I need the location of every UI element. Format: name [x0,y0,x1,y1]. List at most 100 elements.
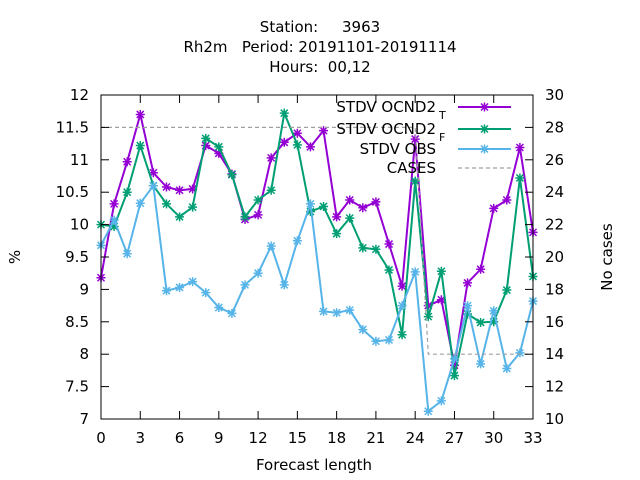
data-point [332,308,342,318]
data-point [214,142,224,152]
data-point [240,280,250,290]
data-point [253,268,263,278]
data-point [201,288,211,298]
data-point [489,203,499,213]
legend-label: STDV OCND2 [336,120,436,138]
x-tick-label: 27 [445,429,464,447]
data-point [214,303,224,313]
data-point [266,185,276,195]
data-point [175,212,185,222]
x-tick-label: 21 [366,429,385,447]
y-tick-label: 8.5 [65,313,89,331]
series-2 [96,181,538,416]
series-1 [96,108,538,381]
data-point [371,244,381,254]
y2-tick-label: 30 [545,86,564,104]
y-tick-label: 9.5 [65,248,89,266]
axes-layer: 0 3 6 9 12 15 18 21 24 27 30 33 7 7.5 8 8.5 9 9.5 10 10.5 11… [56,86,565,447]
x-tick-label: 30 [484,429,503,447]
data-point [319,306,329,316]
series-line [101,126,533,355]
data-point [384,335,394,345]
data-point [109,199,119,209]
data-point [253,210,263,220]
data-point [201,141,211,151]
y2-axis-label: No cases [598,223,616,291]
y2-tick-label: 14 [545,345,564,363]
data-point [397,330,407,340]
y2-tick-label: 10 [545,410,564,428]
legend-subscript: F [439,131,445,144]
data-point [410,267,420,277]
x-tick-label: 12 [249,429,268,447]
data-point [502,285,512,295]
data-point [423,301,433,311]
data-point [384,239,394,249]
data-point [122,157,132,167]
data-point [292,140,302,150]
y2-tick-label: 28 [545,118,564,136]
data-point [371,336,381,346]
y2-tick-label: 22 [545,216,564,234]
y-tick-label: 8 [79,345,89,363]
legend-marker [480,102,489,112]
data-point [489,306,499,316]
data-point [319,126,329,136]
series-line [100,184,534,413]
y-tick-label: 10 [70,216,89,234]
x-tick-label: 3 [135,429,145,447]
x-tick-label: 0 [96,429,106,447]
data-point [135,141,145,151]
data-point [332,229,342,239]
data-point [515,142,525,152]
data-point [253,195,263,205]
data-point [449,360,459,370]
data-point [463,309,473,319]
title-line-3: Hours: 00,12 [269,58,370,76]
data-point [358,203,368,213]
title-line-2: Rh2m Period: 20191101-20191114 [183,38,456,56]
x-tick-label: 6 [175,429,185,447]
legend-entry: STDV OCND2 T [336,98,511,122]
data-point [332,212,342,222]
x-tick-label: 15 [288,429,307,447]
x-tick-label: 33 [523,429,542,447]
legend-marker [480,144,489,154]
y-tick-label: 12 [70,86,89,104]
data-point [161,182,171,192]
data-point [240,212,250,222]
chart-title: Station: 3963 Rh2m Period: 20191101-2019… [183,18,456,76]
data-point [279,280,289,290]
x-tick-label: 9 [214,429,224,447]
data-point [384,265,394,275]
data-point [515,348,525,358]
data-point [345,305,355,315]
data-point [227,308,237,318]
data-point [515,173,525,183]
y-tick-label: 7.5 [65,378,89,396]
data-point [188,184,198,194]
y2-tick-label: 20 [545,248,564,266]
series-line [100,113,534,367]
legend-entry: STDV OBS [360,140,511,158]
data-point [109,215,119,225]
data-point [423,406,433,416]
data-point [476,317,486,327]
series-line [100,112,534,377]
data-point [319,201,329,211]
data-point [476,264,486,274]
data-point [476,359,486,369]
series-layer [96,108,538,416]
data-point [135,198,145,208]
data-point [463,278,473,288]
data-point [410,176,420,186]
data-point [463,301,473,311]
data-point [175,282,185,292]
series-3 [101,126,533,355]
legend-entry: CASES [387,159,511,177]
data-point [292,128,302,138]
data-point [161,286,171,296]
y-tick-label: 9 [79,280,89,298]
data-point [436,295,446,305]
